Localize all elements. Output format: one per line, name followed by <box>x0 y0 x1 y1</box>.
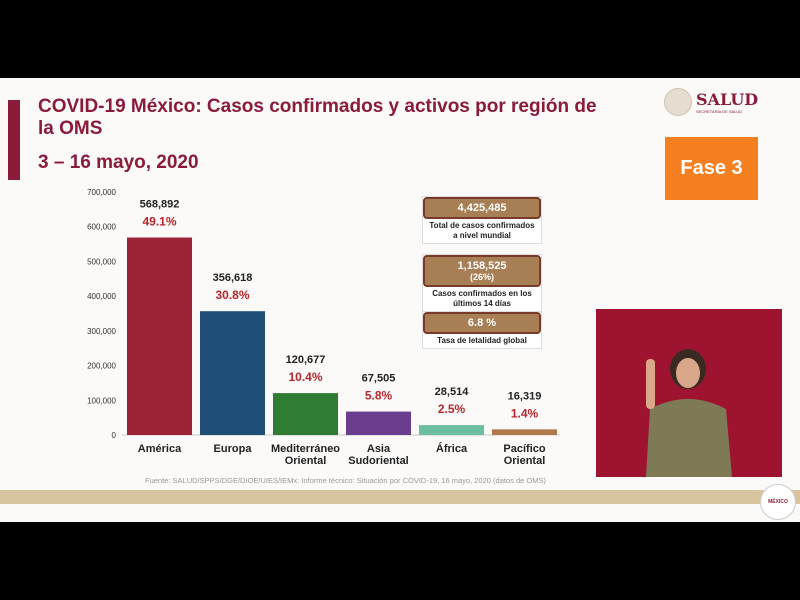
stat-value: 1,158,525 <box>457 260 507 272</box>
x-tick-label: América <box>138 443 182 455</box>
data-label-value: 67,505 <box>362 373 396 385</box>
stat-14days: 1,158,525 (26%) Casos confirmados en los … <box>422 254 542 312</box>
bar <box>419 425 484 435</box>
x-tick-label: Asia <box>367 443 391 455</box>
title-accent <box>8 100 20 180</box>
y-tick-label: 700,000 <box>87 188 116 197</box>
data-label-value: 568,892 <box>140 199 180 211</box>
data-label-value: 16,319 <box>508 390 542 402</box>
data-label-percent: 2.5% <box>438 402 466 416</box>
bar <box>346 411 411 435</box>
phase-badge: Fase 3 <box>665 137 758 200</box>
y-tick-label: 300,000 <box>87 327 116 336</box>
mexico-seal: MÉXICO <box>760 484 796 520</box>
x-tick-label: Europa <box>214 443 253 455</box>
sign-language-interpreter-video <box>596 309 782 477</box>
data-label-percent: 30.8% <box>215 288 249 302</box>
logo-text: SALUD <box>696 90 759 109</box>
data-label-percent: 1.4% <box>511 406 539 420</box>
x-tick-label: Oriental <box>285 455 327 467</box>
y-tick-label: 600,000 <box>87 223 116 232</box>
data-label-value: 28,514 <box>435 386 470 398</box>
stat-label: Total de casos confirmados a nivel mundi… <box>429 221 535 240</box>
data-label-value: 356,618 <box>213 272 253 284</box>
stat-total: 4,425,485 Total de casos confirmados a n… <box>422 196 542 244</box>
salud-logo: SALUD SECRETARÍA DE SALUD <box>664 88 758 116</box>
stat-label: Casos confirmados en los últimos 14 días <box>432 289 532 308</box>
data-label-percent: 10.4% <box>288 370 322 384</box>
stat-lethality: 6.8 % Tasa de letalidad global <box>422 311 542 349</box>
x-tick-label: Oriental <box>504 455 546 467</box>
bar <box>200 311 265 435</box>
x-tick-label: África <box>436 442 468 455</box>
data-label-percent: 49.1% <box>142 215 176 229</box>
bar <box>492 429 557 435</box>
x-tick-label: Mediterráneo <box>271 443 340 455</box>
y-tick-label: 500,000 <box>87 257 116 266</box>
y-tick-label: 0 <box>112 431 117 440</box>
bar <box>127 237 192 435</box>
interpreter-figure <box>646 349 732 477</box>
stat-percent: (26%) <box>469 272 494 282</box>
data-label-percent: 5.8% <box>365 389 393 403</box>
footer-band <box>0 490 800 504</box>
source-note: Fuente: SALUD/SPPS/DGE/DIOE/UIES/IEMx: I… <box>145 476 546 485</box>
logo-subtext: SECRETARÍA DE SALUD <box>696 109 743 114</box>
stat-value: 4,425,485 <box>423 197 541 219</box>
data-label-value: 120,677 <box>286 354 326 366</box>
y-tick-label: 100,000 <box>87 396 116 405</box>
stat-value: 6.8 % <box>423 312 541 334</box>
page-title: COVID-19 México: Casos confirmados y act… <box>38 96 597 139</box>
x-tick-label: Sudoriental <box>348 455 409 467</box>
date-range: 3 – 16 mayo, 2020 <box>38 152 199 173</box>
y-tick-label: 400,000 <box>87 292 116 301</box>
x-tick-label: Pacífico <box>503 443 545 455</box>
y-tick-label: 200,000 <box>87 362 116 371</box>
stat-label: Tasa de letalidad global <box>437 336 527 345</box>
seal-icon <box>664 88 692 116</box>
bar-chart: 0 100,000 200,000 300,000 400,000 500,000 600,… <box>87 188 560 467</box>
bar <box>273 393 338 435</box>
slide: COVID-19 México: Casos confirmados y act… <box>0 78 800 522</box>
